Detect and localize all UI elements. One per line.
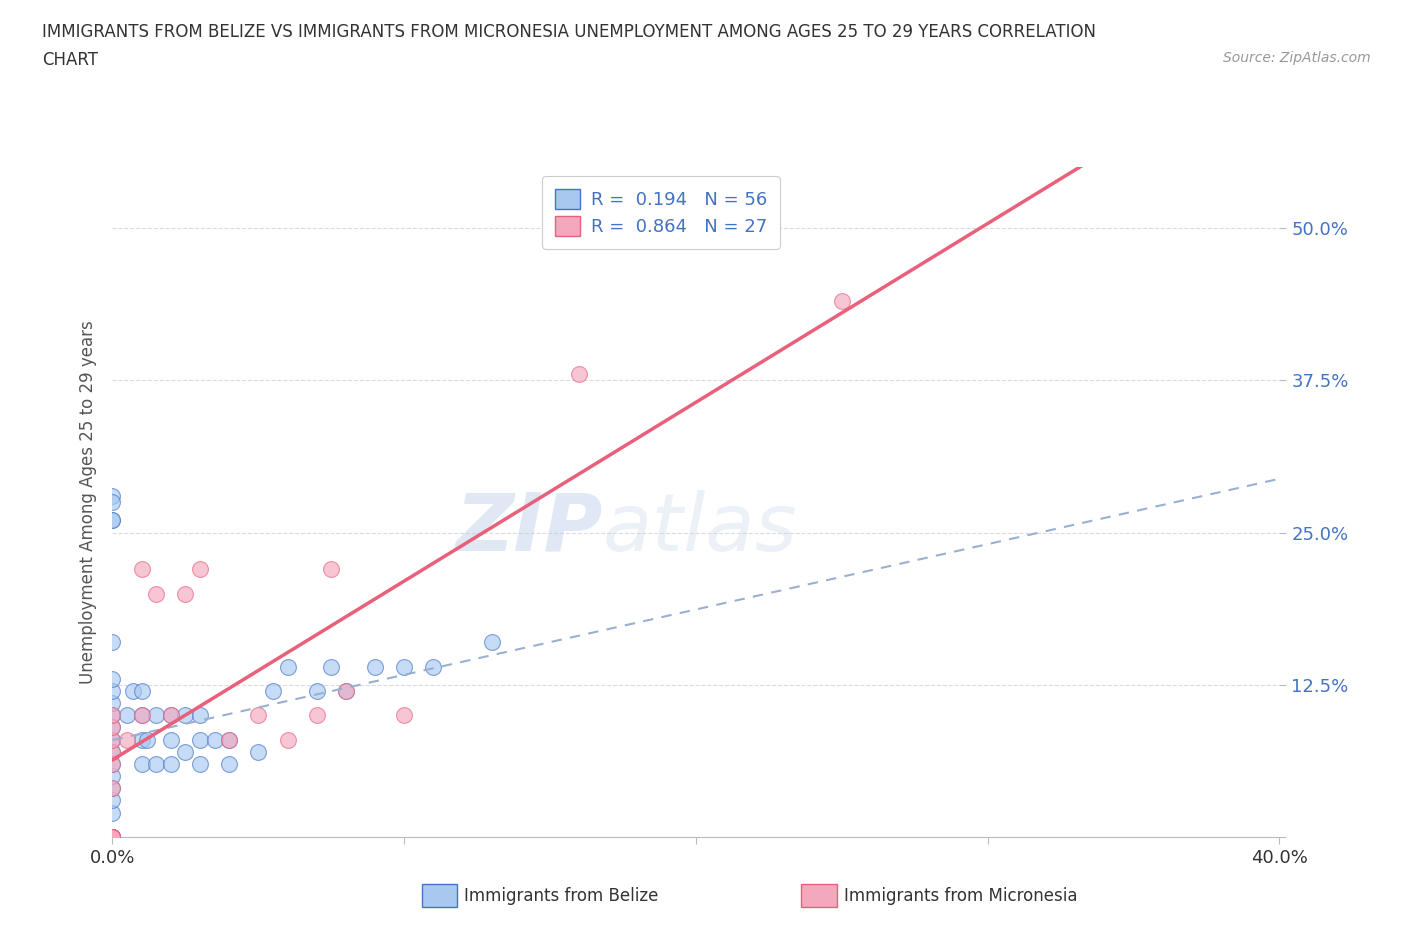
Point xyxy=(392,659,416,674)
Point xyxy=(568,367,591,382)
Point xyxy=(101,720,124,735)
Point xyxy=(101,830,124,844)
Point xyxy=(160,708,183,723)
Point xyxy=(122,684,145,698)
Point xyxy=(101,756,124,771)
Point xyxy=(131,732,153,747)
Point xyxy=(262,684,284,698)
Point xyxy=(101,830,124,844)
Point xyxy=(145,708,167,723)
Text: Immigrants from Micronesia: Immigrants from Micronesia xyxy=(844,886,1077,905)
Point xyxy=(101,513,124,528)
Point xyxy=(101,635,124,650)
Point xyxy=(101,732,124,747)
Point xyxy=(247,744,270,759)
Point xyxy=(101,488,124,503)
Point xyxy=(101,830,124,844)
Point xyxy=(101,830,124,844)
Point xyxy=(101,781,124,796)
Point xyxy=(305,708,328,723)
Point xyxy=(145,756,167,771)
Point xyxy=(101,732,124,747)
Point xyxy=(276,659,298,674)
Point xyxy=(218,732,240,747)
Point xyxy=(145,586,167,601)
Point xyxy=(305,684,328,698)
Text: IMMIGRANTS FROM BELIZE VS IMMIGRANTS FROM MICRONESIA UNEMPLOYMENT AMONG AGES 25 : IMMIGRANTS FROM BELIZE VS IMMIGRANTS FRO… xyxy=(42,23,1097,41)
Point xyxy=(101,720,124,735)
Point xyxy=(115,732,138,747)
Point xyxy=(101,744,124,759)
Point xyxy=(101,495,124,510)
Point xyxy=(131,684,153,698)
Point xyxy=(101,513,124,528)
Point xyxy=(101,684,124,698)
Point xyxy=(101,769,124,784)
Point xyxy=(481,635,503,650)
Point xyxy=(174,586,197,601)
Point xyxy=(101,830,124,844)
Point xyxy=(101,830,124,844)
Point xyxy=(422,659,444,674)
Point xyxy=(101,830,124,844)
Point xyxy=(101,830,124,844)
Point xyxy=(131,756,153,771)
Text: Source: ZipAtlas.com: Source: ZipAtlas.com xyxy=(1223,51,1371,65)
Point xyxy=(247,708,270,723)
Point xyxy=(335,684,357,698)
Point xyxy=(160,732,183,747)
Point xyxy=(136,732,159,747)
Point xyxy=(218,732,240,747)
Point xyxy=(101,793,124,808)
Point xyxy=(131,708,153,723)
Point xyxy=(101,830,124,844)
Point xyxy=(188,732,211,747)
Point xyxy=(174,708,197,723)
Point xyxy=(131,708,153,723)
Point xyxy=(131,562,153,577)
Point xyxy=(101,696,124,711)
Point xyxy=(115,708,138,723)
Point xyxy=(831,294,853,309)
Point xyxy=(321,562,343,577)
Point xyxy=(101,830,124,844)
Point xyxy=(101,708,124,723)
Point xyxy=(101,830,124,844)
Point xyxy=(364,659,387,674)
Y-axis label: Unemployment Among Ages 25 to 29 years: Unemployment Among Ages 25 to 29 years xyxy=(79,320,97,684)
Text: atlas: atlas xyxy=(603,490,797,568)
Point xyxy=(276,732,298,747)
Point xyxy=(218,756,240,771)
Text: ZIP: ZIP xyxy=(456,490,603,568)
Text: CHART: CHART xyxy=(42,51,98,69)
Point xyxy=(101,671,124,686)
Legend: R =  0.194   N = 56, R =  0.864   N = 27: R = 0.194 N = 56, R = 0.864 N = 27 xyxy=(543,177,780,248)
Point xyxy=(101,830,124,844)
Point xyxy=(160,708,183,723)
Point xyxy=(101,830,124,844)
Point xyxy=(101,744,124,759)
Point xyxy=(174,744,197,759)
Point xyxy=(204,732,226,747)
Point xyxy=(101,830,124,844)
Point xyxy=(188,708,211,723)
Point xyxy=(188,562,211,577)
Point xyxy=(101,708,124,723)
Point xyxy=(101,781,124,796)
Point xyxy=(392,708,416,723)
Point xyxy=(321,659,343,674)
Text: Immigrants from Belize: Immigrants from Belize xyxy=(464,886,658,905)
Point xyxy=(101,805,124,820)
Point xyxy=(160,756,183,771)
Point xyxy=(188,756,211,771)
Point xyxy=(101,756,124,771)
Point xyxy=(335,684,357,698)
